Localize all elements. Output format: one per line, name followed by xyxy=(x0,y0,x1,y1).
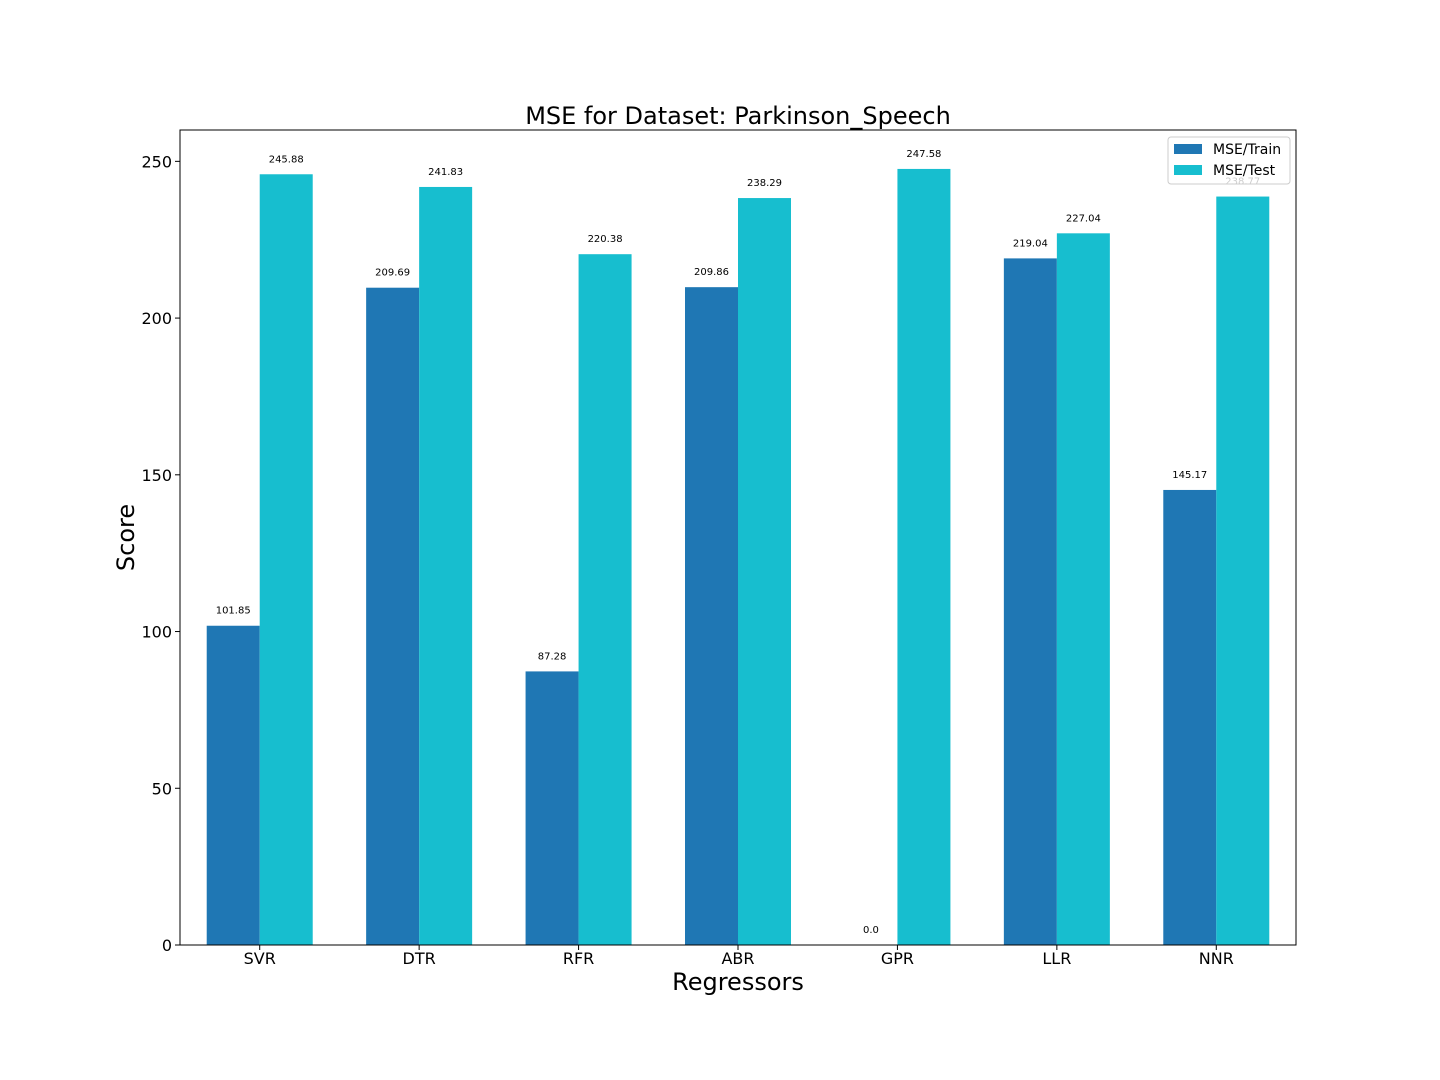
chart-title: MSE for Dataset: Parkinson_Speech xyxy=(525,102,951,130)
x-tick-label: NNR xyxy=(1199,949,1234,968)
bar-mse-test-dtr xyxy=(419,186,473,946)
y-axis: 0 50 100 150 200 250 xyxy=(141,152,180,955)
x-tick-label: DTR xyxy=(403,949,436,968)
data-label: 209.86 xyxy=(694,267,729,278)
bar-mse-test-svr xyxy=(259,174,313,946)
x-tick-label: SVR xyxy=(244,949,276,968)
data-label: 241.83 xyxy=(428,167,463,178)
data-label: 227.04 xyxy=(1066,213,1101,224)
x-tick-label: ABR xyxy=(721,949,754,968)
bar-mse-test-gpr xyxy=(897,168,951,945)
x-tick-label: GPR xyxy=(881,949,914,968)
x-axis-label: Regressors xyxy=(672,968,804,996)
bar-mse-test-rfr xyxy=(578,254,632,945)
bar-mse-train-llr xyxy=(1003,258,1057,945)
legend-label: MSE/Train xyxy=(1213,142,1281,158)
legend-swatch xyxy=(1174,165,1202,175)
data-label: 209.69 xyxy=(375,268,410,279)
x-tick-label: RFR xyxy=(563,949,594,968)
bar-mse-train-svr xyxy=(206,625,260,945)
bar-mse-train-dtr xyxy=(366,287,420,945)
y-tick-label: 150 xyxy=(141,466,172,485)
data-label: 247.58 xyxy=(906,149,941,160)
data-label: 0.0 xyxy=(863,925,879,936)
legend-swatch xyxy=(1174,144,1202,154)
bar-mse-test-abr xyxy=(738,198,791,946)
y-tick-label: 100 xyxy=(141,623,172,642)
y-axis-label: Score xyxy=(112,504,140,571)
bars-group xyxy=(206,168,1270,946)
y-tick-label: 50 xyxy=(152,779,172,798)
x-tick-label: LLR xyxy=(1042,949,1071,968)
data-label: 238.29 xyxy=(747,178,782,189)
data-label: 245.88 xyxy=(269,154,304,165)
bar-mse-test-llr xyxy=(1056,233,1110,946)
legend-label: MSE/Test xyxy=(1213,163,1276,179)
y-tick-label: 0 xyxy=(162,936,172,955)
y-tick-label: 200 xyxy=(141,309,172,328)
data-label: 219.04 xyxy=(1013,238,1048,249)
legend: MSE/Train MSE/Test xyxy=(1167,136,1291,185)
bar-mse-train-abr xyxy=(685,287,738,945)
x-axis: SVR DTR RFR ABR GPR LLR NNR xyxy=(244,945,1234,968)
data-label: 101.85 xyxy=(216,606,251,617)
y-tick-label: 250 xyxy=(141,152,172,171)
data-label: 145.17 xyxy=(1172,470,1207,481)
data-label: 220.38 xyxy=(588,234,623,245)
bar-mse-train-rfr xyxy=(525,671,579,945)
bar-mse-test-nnr xyxy=(1216,196,1270,946)
data-label: 87.28 xyxy=(538,651,567,662)
bar-mse-train-nnr xyxy=(1163,489,1217,945)
